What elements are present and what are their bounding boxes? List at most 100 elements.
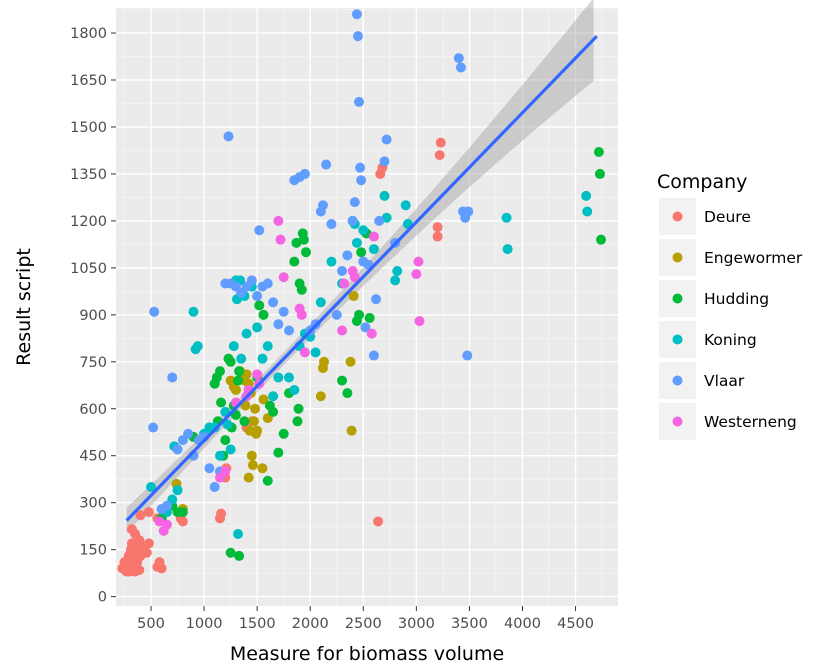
point-vlaar	[347, 215, 358, 226]
point-vlaar	[455, 62, 466, 73]
legend-item-hudding: Hudding	[659, 280, 769, 317]
point-koning	[268, 391, 279, 402]
x-tick-label: 4500	[557, 616, 594, 632]
point-hudding	[354, 309, 365, 320]
series-deure	[117, 137, 446, 577]
point-engewormer	[346, 425, 357, 436]
x-tick-label: 3500	[451, 616, 488, 632]
legend-swatch	[672, 375, 683, 386]
point-vlaar	[356, 175, 367, 186]
point-vlaar	[381, 134, 392, 145]
point-hudding	[293, 403, 304, 414]
point-westerneng	[278, 272, 289, 283]
legend-label: Westerneng	[704, 413, 797, 431]
point-vlaar	[317, 200, 328, 211]
point-engewormer	[230, 384, 241, 395]
point-koning	[379, 190, 390, 201]
y-tick-label: 300	[79, 496, 107, 512]
legend-title: Company	[657, 171, 747, 193]
x-tick-label: 500	[137, 616, 165, 632]
point-deure	[373, 516, 384, 527]
legend-swatch	[672, 252, 683, 263]
series-koning	[146, 190, 593, 539]
point-vlaar	[161, 500, 172, 511]
legend-label: Engewormer	[704, 249, 803, 267]
point-westerneng	[368, 231, 379, 242]
point-koning	[215, 450, 226, 461]
point-westerneng	[273, 215, 284, 226]
point-deure	[121, 566, 132, 577]
x-tick-label: 2500	[345, 616, 382, 632]
point-koning	[262, 341, 273, 352]
point-vlaar	[246, 275, 257, 286]
point-westerneng	[339, 278, 350, 289]
point-hudding	[239, 416, 250, 427]
point-vlaar	[360, 322, 371, 333]
point-vlaar	[149, 306, 160, 317]
point-deure	[141, 547, 152, 558]
point-vlaar	[374, 215, 385, 226]
point-hudding	[364, 312, 375, 323]
point-koning	[368, 244, 379, 255]
point-hudding	[342, 388, 353, 399]
x-tick-label: 3000	[398, 616, 435, 632]
plot-panel	[116, 8, 618, 606]
point-koning	[326, 256, 337, 267]
point-vlaar	[326, 219, 337, 230]
point-vlaar	[463, 206, 474, 217]
point-hudding	[177, 507, 188, 518]
point-koning	[188, 306, 199, 317]
point-koning	[192, 341, 203, 352]
point-hudding	[298, 234, 309, 245]
point-engewormer	[252, 425, 263, 436]
point-hudding	[268, 406, 279, 417]
point-hudding	[225, 356, 236, 367]
trend-line	[125, 35, 598, 522]
point-deure	[177, 516, 188, 527]
point-vlaar	[268, 297, 279, 308]
point-koning	[351, 237, 362, 248]
point-hudding	[262, 475, 273, 486]
legend: Company Deure Engewormer Hudding Koning Vlaa…	[657, 171, 803, 440]
point-deure	[143, 538, 154, 549]
point-koning	[146, 482, 157, 493]
y-tick-label: 1500	[70, 120, 107, 136]
point-westerneng	[414, 316, 425, 327]
point-engewormer	[240, 400, 251, 411]
point-westerneng	[252, 369, 263, 380]
point-koning	[252, 322, 263, 333]
point-westerneng	[366, 328, 377, 339]
point-engewormer	[246, 450, 257, 461]
point-vlaar	[299, 168, 310, 179]
point-koning	[400, 200, 411, 211]
point-vlaar	[283, 325, 294, 336]
point-engewormer	[319, 356, 330, 367]
x-axis-title: Measure for biomass volume	[230, 643, 504, 665]
point-hudding	[234, 550, 245, 561]
point-hudding	[292, 416, 303, 427]
point-hudding	[356, 247, 367, 258]
point-vlaar	[371, 294, 382, 305]
point-deure	[434, 150, 445, 161]
point-koning	[390, 275, 401, 286]
point-hudding	[254, 300, 265, 311]
point-koning	[582, 206, 593, 217]
legend-swatch	[672, 416, 683, 427]
y-tick-label: 1350	[70, 167, 107, 183]
point-deure	[432, 222, 443, 233]
y-tick-label: 1200	[70, 214, 107, 230]
point-koning	[289, 384, 300, 395]
point-deure	[130, 566, 141, 577]
point-hudding	[300, 247, 311, 258]
point-koning	[501, 212, 512, 223]
legend-item-engewormer: Engewormer	[659, 239, 803, 276]
point-hudding	[233, 375, 244, 386]
data-points	[117, 9, 607, 577]
legend-item-vlaar: Vlaar	[659, 362, 745, 399]
legend-item-koning: Koning	[659, 321, 757, 358]
point-deure	[135, 510, 146, 521]
point-koning	[233, 528, 244, 539]
point-vlaar	[223, 131, 234, 142]
point-westerneng	[413, 256, 424, 267]
x-tick-label: 1500	[239, 616, 276, 632]
